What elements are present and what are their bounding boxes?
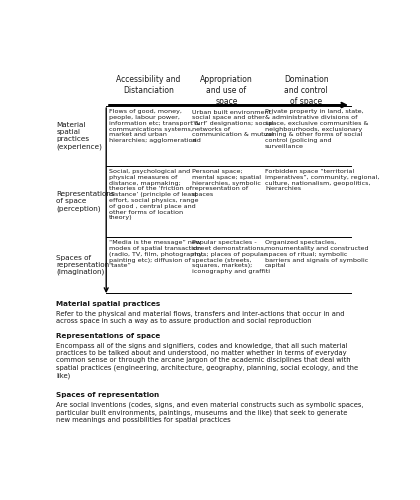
Text: Material spatial practices: Material spatial practices (56, 302, 161, 308)
Text: Refer to the physical and material flows, transfers and inter-actions that occur: Refer to the physical and material flows… (56, 311, 345, 324)
Text: Flows of good, money,
people, labour power,
information etc; transport &
communi: Flows of good, money, people, labour pow… (109, 110, 200, 144)
Text: Forbidden space “territorial
imperatives”, community, regional,
culture, nationa: Forbidden space “territorial imperatives… (265, 169, 379, 192)
Text: Accessibility and
Distanciation: Accessibility and Distanciation (116, 76, 181, 95)
Text: Appropriation
and use of
space: Appropriation and use of space (200, 76, 253, 106)
Text: Spaces of representation: Spaces of representation (56, 392, 160, 398)
Text: Are social inventions (codes, signs, and even material constructs such as symbol: Are social inventions (codes, signs, and… (56, 402, 364, 423)
Text: Private property in land, state,
& administrative divisions of
space, exclusive : Private property in land, state, & admin… (265, 110, 369, 149)
Text: Encompass all of the signs and signifiers, codes and knowledge, that all such ma: Encompass all of the signs and signifier… (56, 343, 359, 379)
Text: Popular spectacles -
street demonstrations,
riots; places of popular
spectacle (: Popular spectacles - street demonstratio… (192, 240, 270, 274)
Text: Representations
of space
(perception): Representations of space (perception) (56, 191, 115, 212)
Text: Social, psychological and
physical measures of
distance, mapmaking;
theories of : Social, psychological and physical measu… (109, 169, 198, 220)
Text: Material
spatial
practices
(experience): Material spatial practices (experience) (56, 122, 102, 150)
Text: Urban built environment,
social space and other
‘turf’ designations; social
netw: Urban built environment, social space an… (192, 110, 273, 144)
Text: Domination
and control
of space: Domination and control of space (284, 76, 328, 106)
Text: Spaces of
representation
(imagination): Spaces of representation (imagination) (56, 255, 110, 276)
Text: Personal space;
mental space; spatial
hierarchies, symbolic
representation of
sp: Personal space; mental space; spatial hi… (192, 169, 261, 197)
Text: Representations of space: Representations of space (56, 334, 161, 340)
Text: “Media is the message” new
modes of spatial transaction
(radio, TV, film, photog: “Media is the message” new modes of spat… (109, 240, 204, 268)
Text: Organized spectacles,
monumentality and constructed
spaces of ritual; symbolic
b: Organized spectacles, monumentality and … (265, 240, 369, 268)
